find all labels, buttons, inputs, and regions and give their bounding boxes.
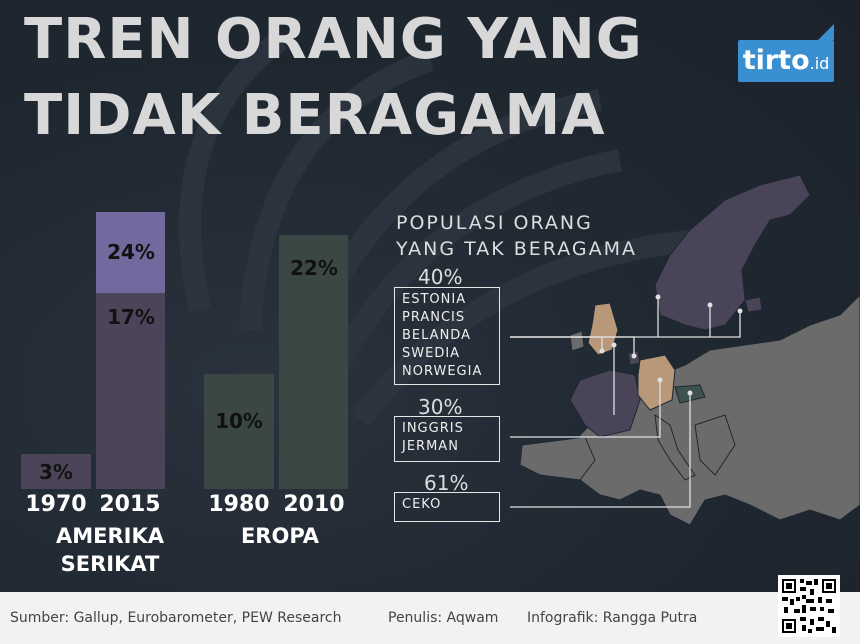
group-61-box: CEKO: [394, 492, 500, 522]
map-ireland: [569, 330, 585, 352]
map-title-line-1: POPULASI ORANG: [396, 212, 593, 234]
map-title: POPULASI ORANG YANG TAK BERAGAMA: [396, 210, 637, 262]
bar-eu-2010: [279, 234, 348, 489]
footer-source: Sumber: Gallup, Eurobarometer, PEW Resea…: [10, 610, 342, 626]
group-61-pct: 61%: [424, 471, 469, 495]
country-ceko: CEKO: [402, 497, 442, 512]
year-1980: 1980: [208, 492, 270, 517]
region-us: AMERIKA SERIKAT: [20, 522, 200, 578]
bar-us-1970: [21, 454, 91, 489]
country-prancis: PRANCIS: [402, 310, 466, 325]
footer: Sumber: Gallup, Eurobarometer, PEW Resea…: [0, 592, 860, 644]
country-inggris: INGGRIS: [402, 421, 464, 436]
map-germany: [637, 354, 676, 411]
bar-label-us-2015-total: 24%: [107, 240, 155, 264]
qr-code[interactable]: [778, 575, 840, 637]
map-estonia: [744, 296, 763, 313]
map-scandinavia: [654, 175, 811, 331]
country-jerman: JERMAN: [402, 439, 459, 454]
year-1970: 1970: [25, 492, 87, 517]
logo-brand: tirto: [742, 45, 810, 76]
country-norwegia: NORWEGIA: [402, 364, 483, 379]
footer-graphic: Infografik: Rangga Putra: [527, 610, 698, 626]
country-swedia: SWEDIA: [402, 346, 461, 361]
bar-label-us-2015: 17%: [107, 305, 155, 329]
title-line-2: TIDAK BERAGAMA: [24, 83, 606, 148]
map-title-line-2: YANG TAK BERAGAMA: [396, 238, 637, 260]
bar-eu-1980: [204, 373, 274, 489]
year-2015: 2015: [99, 492, 161, 517]
bar-us-2015-highlight: [96, 211, 165, 293]
map-france: [569, 369, 641, 438]
tirto-logo: tirto.id: [738, 24, 834, 82]
bar-us-2015: [96, 292, 165, 489]
logo-suffix: .id: [809, 54, 830, 73]
region-eu: EROPA: [240, 524, 320, 548]
group-40-pct: 40%: [418, 265, 463, 289]
group-30-box: INGGRIS JERMAN: [394, 416, 500, 462]
country-estonia: ESTONIA: [402, 292, 467, 307]
bar-label-eu-2010: 22%: [290, 256, 338, 280]
region-us-line-2: SERIKAT: [60, 552, 160, 576]
bar-label-eu-1980: 10%: [215, 409, 263, 433]
title-line-1: TREN ORANG YANG: [24, 7, 643, 72]
europe-map: [510, 175, 860, 526]
map-uk: [587, 302, 619, 356]
map-balkan: [694, 414, 736, 476]
country-belanda: BELANDA: [402, 328, 471, 343]
group-30-pct: 30%: [418, 395, 463, 419]
group-40-box: ESTONIA PRANCIS BELANDA SWEDIA NORWEGIA: [394, 287, 500, 385]
footer-author: Penulis: Aqwam: [388, 610, 499, 626]
year-2010: 2010: [283, 492, 345, 517]
region-us-line-1: AMERIKA: [55, 524, 164, 548]
map-iberia: [519, 436, 596, 481]
bar-label-us-1970: 3%: [39, 460, 73, 484]
